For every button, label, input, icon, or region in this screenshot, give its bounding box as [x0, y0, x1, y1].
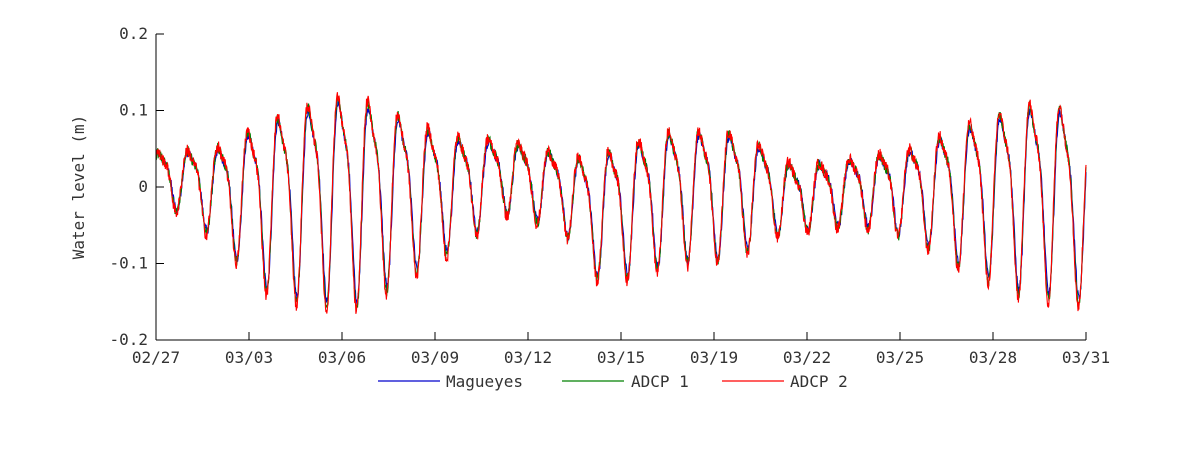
legend-label-adcp-2: ADCP 2: [790, 372, 848, 391]
x-tick-label: 03/19: [690, 348, 738, 367]
y-tick-label: -0.1: [109, 254, 148, 273]
x-tick-label: 03/09: [411, 348, 459, 367]
x-tick-label: 03/03: [225, 348, 273, 367]
y-tick-label: -0.2: [109, 330, 148, 349]
y-tick-label: 0.1: [119, 101, 148, 120]
y-axis-title: Water level (m): [69, 115, 88, 260]
axes-group: -0.2 -0.1 0 0.1 0.2 02/27 03/03 03/06 03/09 03/12…: [109, 24, 1110, 367]
x-tick-label: 03/12: [504, 348, 552, 367]
x-tick-label: 02/27: [132, 348, 180, 367]
x-tick-label: 03/06: [318, 348, 366, 367]
legend-label-magueyes: Magueyes: [446, 372, 523, 391]
y-tick-label: 0: [138, 177, 148, 196]
x-tick-label: 03/25: [876, 348, 924, 367]
plot-series-group: [155, 92, 1087, 314]
x-tick-label: 03/22: [783, 348, 831, 367]
x-tick-label: 03/31: [1062, 348, 1110, 367]
series-line-adcp-2: [155, 92, 1087, 314]
y-tick-label: 0.2: [119, 24, 148, 43]
legend: Magueyes ADCP 1 ADCP 2: [378, 372, 848, 391]
x-tick-label: 03/15: [597, 348, 645, 367]
x-tick-label: 03/28: [969, 348, 1017, 367]
legend-label-adcp-1: ADCP 1: [631, 372, 689, 391]
